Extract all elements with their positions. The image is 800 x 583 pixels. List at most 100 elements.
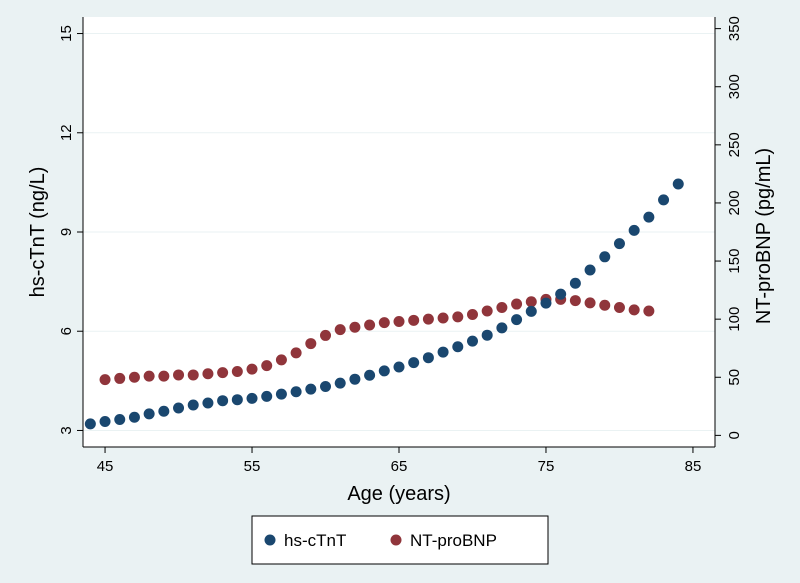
point-hs-ctnt <box>422 352 434 364</box>
y-left-tick-label: 15 <box>58 25 75 42</box>
point-hs-ctnt <box>672 178 684 190</box>
point-nt-probnp <box>511 298 523 310</box>
point-nt-probnp <box>437 312 449 324</box>
point-hs-ctnt <box>466 335 478 347</box>
point-nt-probnp <box>217 367 229 379</box>
data-points <box>84 178 684 430</box>
point-nt-probnp <box>158 370 170 382</box>
x-tick-label: 45 <box>97 458 114 475</box>
y-left-tick-label: 12 <box>58 124 75 141</box>
point-hs-ctnt <box>378 365 390 377</box>
point-nt-probnp <box>202 368 214 380</box>
point-nt-probnp <box>496 302 508 314</box>
point-nt-probnp <box>584 297 596 309</box>
point-nt-probnp <box>187 369 199 381</box>
y-right-tick-label: 50 <box>726 369 743 386</box>
point-nt-probnp <box>128 371 140 383</box>
point-nt-probnp <box>349 321 361 333</box>
point-nt-probnp <box>290 347 302 359</box>
point-nt-probnp <box>613 302 625 314</box>
point-hs-ctnt <box>231 394 243 406</box>
point-nt-probnp <box>525 296 537 308</box>
point-nt-probnp <box>305 338 317 350</box>
y-right-tick-label: 350 <box>726 16 743 41</box>
y-right-tick-label: 200 <box>726 190 743 215</box>
point-nt-probnp <box>364 319 376 331</box>
y-left-tick-label: 3 <box>58 426 75 434</box>
point-nt-probnp <box>452 311 464 323</box>
y-right-tick-label: 150 <box>726 249 743 274</box>
legend-marker-nt-probnp <box>390 534 402 546</box>
y-right-tick-label: 250 <box>726 132 743 157</box>
point-nt-probnp <box>628 304 640 316</box>
point-nt-probnp <box>466 309 478 321</box>
point-hs-ctnt <box>217 395 229 407</box>
point-nt-probnp <box>378 317 390 329</box>
legend: hs-cTnT NT-proBNP <box>251 515 549 565</box>
x-tick-label: 85 <box>685 458 702 475</box>
y-right-tick-label: 0 <box>726 431 743 439</box>
point-hs-ctnt <box>275 388 287 400</box>
point-nt-probnp <box>393 315 405 327</box>
point-hs-ctnt <box>187 399 199 411</box>
point-hs-ctnt <box>496 322 508 334</box>
point-hs-ctnt <box>246 392 258 404</box>
point-nt-probnp <box>275 354 287 366</box>
y-left-tick-label: 6 <box>58 327 75 335</box>
point-hs-ctnt <box>481 329 493 341</box>
point-hs-ctnt <box>599 251 611 263</box>
point-hs-ctnt <box>628 224 640 236</box>
point-hs-ctnt <box>202 397 214 409</box>
point-hs-ctnt <box>540 297 552 309</box>
point-hs-ctnt <box>334 377 346 389</box>
point-hs-ctnt <box>349 373 361 385</box>
point-nt-probnp <box>114 372 126 384</box>
point-hs-ctnt <box>613 238 625 250</box>
point-hs-ctnt <box>643 211 655 223</box>
point-nt-probnp <box>569 295 581 307</box>
point-hs-ctnt <box>114 414 126 426</box>
point-hs-ctnt <box>173 402 185 414</box>
point-hs-ctnt <box>555 288 567 300</box>
point-hs-ctnt <box>84 418 96 430</box>
x-tick-label: 65 <box>391 458 408 475</box>
point-hs-ctnt <box>290 386 302 398</box>
point-hs-ctnt <box>525 305 537 317</box>
legend-label-nt-probnp: NT-proBNP <box>410 531 497 550</box>
point-hs-ctnt <box>408 357 420 369</box>
y-right-tick-label: 100 <box>726 307 743 332</box>
y-left-axis-title: hs-cTnT (ng/L) <box>27 167 49 298</box>
point-hs-ctnt <box>364 369 376 381</box>
point-hs-ctnt <box>569 277 581 289</box>
point-nt-probnp <box>408 314 420 326</box>
point-hs-ctnt <box>320 380 332 392</box>
point-hs-ctnt <box>158 405 170 417</box>
y-right-tick-label: 300 <box>726 74 743 99</box>
x-axis-title: Age (years) <box>347 483 450 505</box>
point-hs-ctnt <box>437 346 449 358</box>
gridlines <box>83 33 715 431</box>
legend-label-hs-ctnt: hs-cTnT <box>284 531 346 550</box>
y-right-axis-title: NT-proBNP (pg/mL) <box>753 148 775 324</box>
point-hs-ctnt <box>99 416 111 428</box>
point-nt-probnp <box>643 305 655 317</box>
point-hs-ctnt <box>511 314 523 326</box>
point-hs-ctnt <box>143 408 155 420</box>
point-hs-ctnt <box>261 390 273 402</box>
point-hs-ctnt <box>452 341 464 353</box>
point-nt-probnp <box>143 370 155 382</box>
point-nt-probnp <box>261 360 273 372</box>
legend-marker-hs-ctnt <box>264 534 276 546</box>
point-nt-probnp <box>173 369 185 381</box>
point-hs-ctnt <box>658 194 670 206</box>
x-tick-label: 55 <box>244 458 261 475</box>
x-tick-label: 75 <box>538 458 555 475</box>
axes <box>77 17 721 453</box>
point-hs-ctnt <box>393 361 405 373</box>
point-hs-ctnt <box>584 264 596 276</box>
point-hs-ctnt <box>305 383 317 395</box>
point-nt-probnp <box>320 329 332 341</box>
point-nt-probnp <box>422 313 434 325</box>
